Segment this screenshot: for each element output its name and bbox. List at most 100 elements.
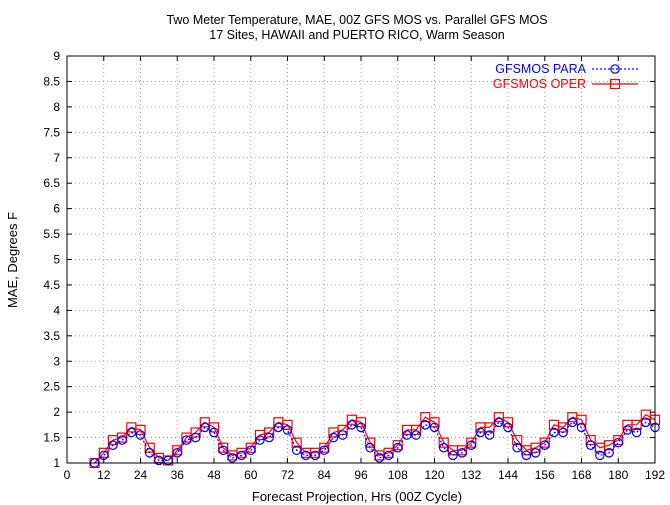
y-tick-label: 7.5 (43, 125, 60, 139)
data-point-gfsmos-oper (484, 422, 495, 433)
data-point-gfsmos-oper (539, 437, 550, 448)
data-point-gfsmos-para (392, 442, 403, 453)
x-tick-label: 156 (535, 468, 555, 482)
data-point-gfsmos-para (200, 422, 210, 433)
y-tick-label: 3.5 (43, 329, 60, 343)
data-point-gfsmos-oper (319, 442, 330, 453)
data-point-gfsmos-oper (291, 437, 302, 448)
y-tick-label: 1.5 (43, 431, 60, 445)
data-point-gfsmos-oper (613, 435, 624, 446)
data-point-gfsmos-para (484, 430, 495, 440)
x-tick-label: 192 (645, 468, 665, 482)
data-point-gfsmos-para (521, 450, 532, 461)
x-tick-label: 60 (244, 468, 258, 482)
data-point-gfsmos-para (585, 440, 596, 450)
data-point-gfsmos-para (337, 430, 348, 440)
x-tick-label: 132 (461, 468, 481, 482)
data-point-gfsmos-para (567, 417, 578, 428)
data-point-gfsmos-para (347, 420, 357, 430)
data-point-gfsmos-oper (456, 445, 468, 456)
data-point-gfsmos-oper (512, 435, 523, 446)
data-point-gfsmos-para (218, 445, 228, 456)
data-point-gfsmos-oper (117, 432, 128, 443)
y-tick-label: 9 (53, 49, 60, 63)
y-tick-label: 6 (53, 202, 60, 216)
data-point-gfsmos-para (328, 432, 339, 443)
data-point-gfsmos-oper (392, 440, 403, 451)
data-point-gfsmos-para (420, 420, 431, 430)
x-tick-label: 168 (571, 468, 591, 482)
x-tick-label: 144 (498, 468, 518, 482)
y-tick-label: 4 (53, 303, 60, 317)
data-point-gfsmos-para (190, 432, 201, 443)
x-axis-label: Forecast Projection, Hrs (00Z Cycle) (252, 489, 462, 504)
data-point-gfsmos-para (438, 442, 449, 453)
x-tick-label: 36 (171, 468, 185, 482)
data-point-gfsmos-para (622, 425, 633, 435)
data-point-gfsmos-para (291, 445, 302, 456)
data-point-gfsmos-oper (218, 442, 229, 453)
data-point-gfsmos-oper (355, 417, 367, 428)
x-tick-label: 120 (424, 468, 444, 482)
data-point-gfsmos-para (494, 417, 504, 428)
x-tick-label: 180 (608, 468, 628, 482)
data-point-gfsmos-para (631, 427, 642, 438)
data-point-gfsmos-para (255, 435, 265, 445)
data-point-gfsmos-para (383, 450, 394, 461)
data-point-gfsmos-oper (576, 414, 587, 425)
data-point-gfsmos-para (374, 453, 385, 463)
y-tick-label: 2 (53, 405, 60, 419)
legend-marker (610, 64, 620, 74)
data-point-gfsmos-para (181, 435, 192, 445)
y-tick-label: 3 (53, 354, 60, 368)
data-point-gfsmos-para (466, 440, 477, 450)
y-tick-label: 5.5 (43, 227, 60, 241)
data-point-gfsmos-para (126, 427, 137, 438)
x-tick-label: 48 (207, 468, 221, 482)
x-tick-label: 12 (97, 468, 111, 482)
y-tick-label: 8 (53, 100, 60, 114)
data-point-gfsmos-para (558, 427, 568, 438)
data-point-gfsmos-para (604, 448, 614, 458)
tick-layer: 0 12 24 36 48 60 72 84 96 108 120 132 144 156 168 180 19… (43, 49, 665, 482)
data-point-gfsmos-para (530, 448, 541, 458)
data-point-gfsmos-para (402, 430, 412, 440)
data-point-gfsmos-oper (98, 447, 109, 458)
chart-title: Two Meter Temperature, MAE, 00Z GFS MOS … (166, 13, 547, 27)
data-point-gfsmos-para (163, 455, 173, 466)
y-tick-label: 5 (53, 253, 60, 267)
data-point-gfsmos-para (576, 422, 587, 433)
data-point-gfsmos-para (144, 448, 155, 458)
data-point-gfsmos-para (172, 448, 183, 458)
legend-label: GFSMOS OPER (493, 77, 586, 91)
x-tick-label: 72 (281, 468, 295, 482)
legend-marker (609, 78, 621, 90)
data-point-gfsmos-oper (282, 419, 293, 430)
data-point-gfsmos-para (108, 440, 118, 450)
data-point-gfsmos-para (135, 430, 146, 440)
data-point-gfsmos-para (236, 450, 247, 461)
data-point-gfsmos-para (539, 440, 550, 450)
data-point-gfsmos-para (273, 422, 284, 433)
data-point-gfsmos-para (475, 427, 486, 438)
data-point-gfsmos-para (457, 448, 467, 458)
series-layer (89, 409, 661, 469)
data-point-gfsmos-oper (245, 442, 256, 453)
y-tick-label: 4.5 (43, 278, 60, 292)
data-point-gfsmos-para (549, 427, 559, 438)
data-point-gfsmos-oper (466, 437, 477, 448)
legend-label: GFSMOS PARA (495, 62, 586, 76)
chart-subtitle: 17 Sites, HAWAII and PUERTO RICO, Warm S… (209, 28, 505, 42)
y-tick-label: 1 (53, 456, 60, 470)
series-line-gfsmos-para (94, 421, 656, 464)
data-point-gfsmos-para (310, 450, 320, 461)
data-point-gfsmos-oper (383, 447, 394, 458)
data-point-gfsmos-para (613, 437, 624, 448)
x-tick-label: 96 (354, 468, 368, 482)
y-axis-label: MAE, Degrees F (5, 212, 20, 308)
data-point-gfsmos-para (429, 422, 440, 433)
data-point-gfsmos-oper (631, 419, 642, 430)
data-point-gfsmos-oper (438, 437, 449, 448)
data-point-gfsmos-para (245, 445, 256, 456)
